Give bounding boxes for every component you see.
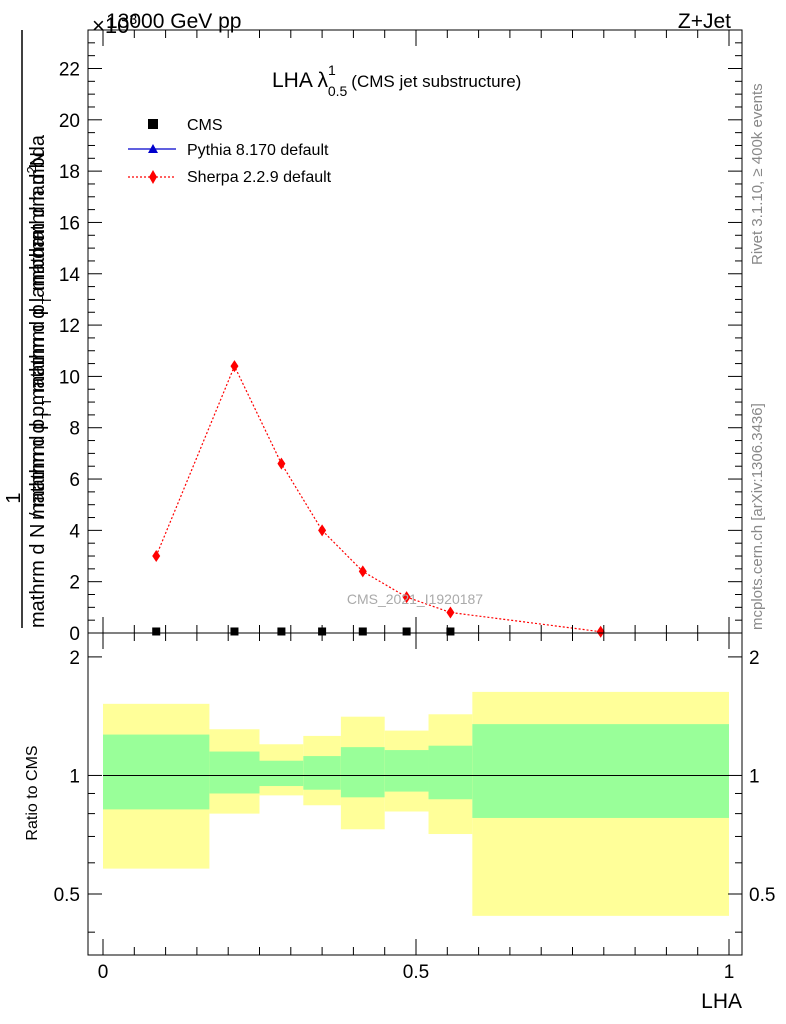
legend-sherpa-marker: [149, 170, 157, 184]
inner-band-bin: [303, 756, 341, 790]
y-tick-label: 12: [59, 316, 80, 337]
y-tick-label: 6: [69, 470, 80, 491]
cms-point: [277, 627, 286, 636]
cms-point: [402, 627, 411, 636]
legend: CMS Pythia 8.170 default Sherpa 2.2.9 de…: [128, 117, 332, 186]
ratio-y-tick-label-right: 1: [749, 766, 760, 787]
y-tick-label: 20: [59, 111, 80, 132]
ratio-y-tick-label: 0.5: [54, 885, 80, 906]
x-tick-label: 1: [724, 962, 735, 983]
cms-point: [446, 627, 455, 636]
y-tick-label: 0: [69, 624, 80, 645]
inner-band-bin: [428, 745, 473, 800]
sherpa-point: [277, 457, 286, 470]
axis-ticks: [88, 29, 742, 955]
y-title-line1: mathrm d2N: [24, 152, 49, 258]
inner-band-bin: [340, 747, 385, 798]
sherpa-point: [318, 524, 327, 537]
sherpa-point: [152, 550, 161, 563]
ratio-axis-label: Ratio to CMS: [24, 745, 41, 840]
legend-pythia-marker: [148, 144, 158, 153]
ratio-y-tick-label-right: 0.5: [749, 885, 775, 906]
y-axis-title: mathrm d2N mathrm d pT mathrm d pT mathr…: [3, 30, 54, 628]
inner-band-bin: [259, 760, 304, 787]
y-tick-label: 16: [59, 213, 80, 234]
y-tick-label: 8: [69, 419, 80, 440]
inner-band-bin: [209, 751, 260, 794]
ratio-y-tick-label-right: 2: [749, 648, 760, 669]
cms-point: [152, 627, 161, 636]
inner-band-bin: [103, 734, 210, 810]
energy-label: 13000 GeV pp: [106, 10, 241, 33]
legend-cms-marker: [148, 119, 158, 129]
cms-point: [230, 627, 239, 636]
y-title-numerator: 1: [3, 492, 25, 503]
y-tick-label: 14: [59, 265, 81, 286]
ratio-plot-frame: [87, 632, 743, 956]
ratio-bands: [103, 691, 729, 916]
ratio-y-tick-label: 2: [69, 648, 80, 669]
process-label: Z+Jet: [678, 10, 731, 33]
y-tick-label: 18: [59, 162, 80, 183]
legend-sherpa-label: Sherpa 2.2.9 default: [187, 169, 332, 186]
cms-point: [358, 627, 367, 636]
y-title-line2-full: mathrm d pT mathrm d pT mathrm d lambda: [27, 134, 54, 520]
inner-band-bin: [384, 750, 429, 792]
y-tick-label: 22: [59, 59, 80, 80]
sherpa-point: [230, 360, 239, 373]
plot-title: LHA λ1 0.5 (CMS jet substructure): [272, 62, 521, 99]
sherpa-line: [155, 364, 601, 633]
sherpa-point: [446, 606, 455, 619]
rivet-info: Rivet 3.1.10, ≥ 400k events: [749, 83, 766, 265]
sherpa-point: [596, 625, 605, 638]
sherpa-point: [358, 565, 367, 578]
inner-band-bin: [472, 724, 729, 818]
x-tick-label: 0.5: [403, 962, 429, 983]
legend-pythia-label: Pythia 8.170 default: [187, 142, 329, 159]
mcplots-info: mcplots.cern.ch [arXiv:1306.3436]: [749, 403, 766, 630]
legend-cms-label: CMS: [187, 117, 223, 134]
analysis-watermark: CMS_2021_I1920187: [347, 591, 483, 607]
y-tick-label: 10: [59, 367, 80, 388]
exponent-label: ×103: [92, 11, 137, 38]
y-title-denominator: mathrm d N / mathrm d pT mathrm d lambda: [27, 236, 54, 628]
ratio-y-tick-label: 1: [69, 766, 80, 787]
x-tick-label: 0: [98, 962, 109, 983]
y-tick-label: 2: [69, 573, 80, 594]
sherpa-point: [402, 591, 411, 604]
x-axis-label: LHA: [701, 990, 742, 1013]
y-tick-label: 4: [69, 521, 80, 542]
